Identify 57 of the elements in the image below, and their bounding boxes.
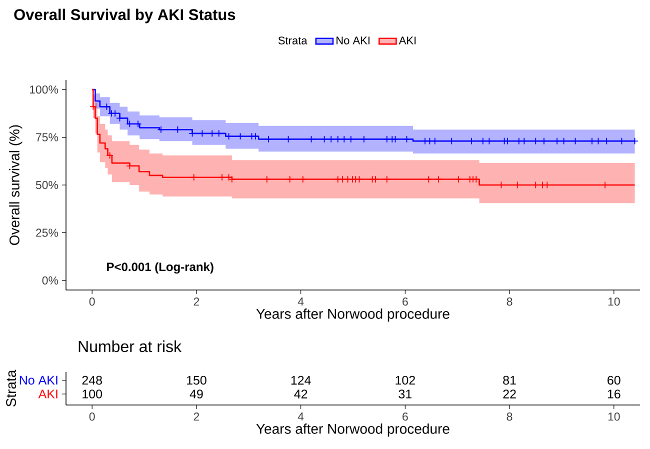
x-tick-label: 6	[402, 412, 408, 421]
point	[334, 136, 342, 142]
chart-title: Overall Survival by AKI Status	[14, 8, 236, 24]
data-label: 31	[398, 390, 412, 398]
point	[340, 136, 348, 142]
x-tick-label: 0	[89, 412, 95, 421]
x-tick-label: 2	[194, 298, 200, 306]
x-tick-label: 0	[89, 298, 95, 306]
point	[384, 136, 390, 142]
point	[106, 152, 114, 159]
point	[226, 174, 232, 181]
data-label: 102	[396, 376, 415, 385]
x-tick-label: 2	[194, 412, 200, 421]
point	[265, 136, 272, 142]
x-tick-label: 4	[298, 412, 304, 420]
chart-title: Number at risk	[78, 340, 182, 352]
point	[218, 174, 226, 181]
x-tick-label: 8	[506, 298, 512, 306]
point	[226, 133, 232, 140]
legend-title: Strata	[278, 36, 308, 44]
point	[348, 136, 354, 142]
annotation: P<0.001 (Log-rank)	[107, 262, 214, 274]
data-label: 42	[294, 390, 308, 398]
y-tick-label: 50%	[36, 180, 58, 190]
y-tick-label: 0%	[42, 276, 58, 285]
y-tick-label: 25%	[36, 228, 58, 237]
data-label: 16	[608, 390, 620, 398]
y-axis-title: Overall survival (%)	[9, 125, 22, 246]
x-axis-title: Years after Norwood procedure	[256, 308, 450, 322]
data-label: 150	[186, 376, 206, 385]
data-label: 100	[82, 390, 102, 398]
x-tick-label: 6	[402, 298, 408, 306]
legend-label: AKI	[398, 36, 416, 44]
point	[174, 126, 181, 133]
point	[190, 174, 198, 181]
y-tick-label: No AKI	[20, 376, 58, 385]
y-tick-label: AKI	[38, 390, 58, 398]
data-label: 81	[503, 376, 516, 385]
x-axis-title: Years after Norwood procedure	[256, 424, 450, 437]
x-tick-label: 10	[608, 298, 620, 306]
point	[321, 136, 328, 142]
legend-label: No AKI	[336, 36, 370, 44]
y-axis-title: Strata	[6, 370, 16, 407]
x-tick-label: 8	[506, 412, 512, 421]
y-tick-label: 100%	[30, 85, 58, 94]
data-label: 22	[503, 390, 516, 398]
point	[158, 126, 164, 133]
data-label: 248	[82, 376, 102, 385]
data-label: 60	[608, 376, 620, 385]
x-tick-label: 4	[298, 298, 304, 306]
point	[360, 136, 368, 142]
y-tick-label: 75%	[36, 133, 58, 142]
point	[328, 136, 334, 142]
point	[252, 133, 259, 140]
data-label: 124	[291, 376, 311, 385]
x-tick-label: 10	[608, 412, 620, 421]
data-label: 49	[190, 390, 203, 398]
